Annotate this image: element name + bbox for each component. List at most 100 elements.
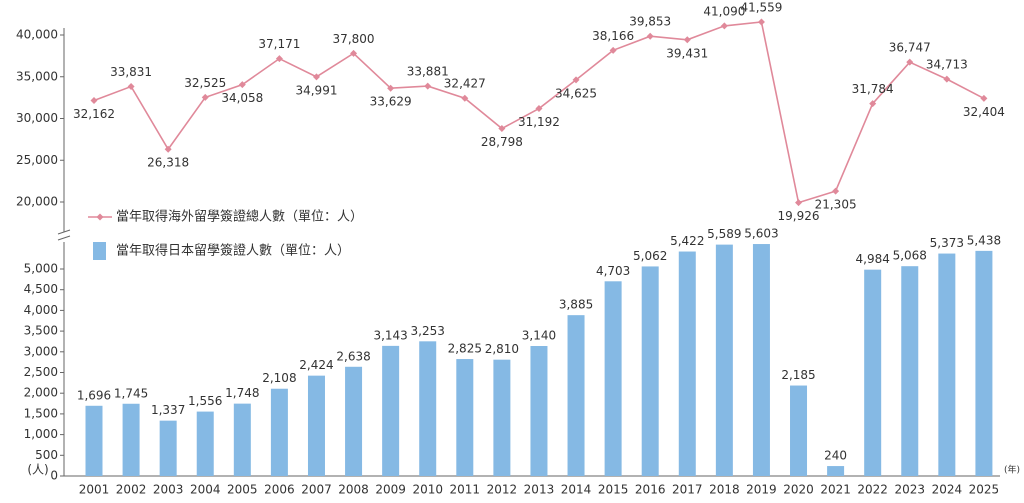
data-label: 32,162 [73, 107, 115, 121]
y-tick-label: 500 [35, 448, 58, 462]
data-label: 32,404 [963, 105, 1005, 119]
point [980, 94, 988, 102]
data-label: 37,171 [258, 37, 300, 51]
x-tick-label: 2003 [153, 483, 184, 497]
point [90, 96, 98, 104]
data-label: 2,424 [299, 358, 333, 372]
bar [864, 269, 882, 476]
bar [345, 366, 363, 476]
data-label: 2,638 [336, 349, 370, 363]
y-tick-label: 25,000 [16, 153, 58, 167]
legend-label: 當年取得海外留學簽證總人數（單位：人） [116, 209, 363, 225]
data-label: 5,068 [893, 249, 927, 263]
line [93, 21, 985, 204]
y-axis-label: (人) [27, 463, 48, 477]
data-label: 5,589 [707, 227, 741, 241]
bar [790, 385, 808, 476]
data-label: 2,185 [781, 368, 815, 382]
y-tick-label: 1,000 [24, 427, 58, 441]
data-label: 34,713 [926, 58, 968, 72]
x-tick-label: 2019 [746, 483, 777, 497]
data-label: 3,143 [373, 328, 407, 342]
data-label: 3,885 [559, 298, 593, 312]
data-label: 34,991 [295, 83, 337, 97]
point [275, 55, 283, 63]
y-tick-label: 4,500 [24, 282, 58, 296]
data-label: 21,305 [815, 198, 857, 212]
point [609, 46, 617, 54]
data-label: 36,747 [889, 41, 931, 55]
point [757, 18, 765, 26]
y-tick-label: 4,000 [24, 303, 58, 317]
bar [456, 359, 474, 476]
bar [382, 345, 400, 476]
bar [159, 420, 177, 476]
data-label: 2,825 [448, 342, 482, 356]
data-label: 1,337 [151, 403, 185, 417]
bar [122, 403, 140, 476]
x-axis-label: (年) [1004, 464, 1020, 476]
y-tick-label: 2,000 [24, 386, 58, 400]
point [535, 105, 543, 113]
data-label: 26,318 [147, 156, 189, 170]
point [312, 73, 320, 81]
data-label: 33,629 [370, 95, 412, 109]
data-label: 39,431 [666, 46, 708, 60]
bar [307, 375, 325, 476]
data-label: 32,525 [184, 76, 226, 90]
x-tick-label: 2002 [116, 483, 147, 497]
bar [641, 266, 659, 476]
data-label: 33,881 [407, 65, 449, 79]
y-tick-label: 1,500 [24, 406, 58, 420]
x-tick-label: 2007 [301, 483, 332, 497]
bar [196, 411, 214, 476]
bar [678, 251, 696, 476]
x-tick-label: 2014 [561, 483, 592, 497]
x-tick-label: 2023 [894, 483, 925, 497]
bar [938, 253, 956, 476]
x-tick-label: 2021 [820, 483, 851, 497]
data-label: 5,603 [744, 227, 778, 241]
data-label: 34,058 [221, 91, 263, 105]
x-tick-label: 2020 [783, 483, 814, 497]
y-tick-label: 35,000 [16, 69, 58, 83]
data-label: 1,696 [77, 388, 111, 402]
x-tick-label: 2006 [264, 483, 295, 497]
y-tick-label: 5,000 [24, 262, 58, 276]
point [461, 94, 469, 102]
x-tick-label: 2005 [227, 483, 258, 497]
x-tick-label: 2025 [969, 483, 1000, 497]
y-tick-label: 2,500 [24, 365, 58, 379]
bar [975, 250, 993, 476]
x-tick-label: 2010 [412, 483, 443, 497]
bar [493, 359, 511, 476]
x-tick-label: 2022 [857, 483, 888, 497]
data-label: 28,798 [481, 135, 523, 149]
bar [530, 346, 548, 476]
axis-break [57, 229, 71, 241]
legend-label: 當年取得日本留學簽證人數（單位：人） [116, 243, 350, 259]
y-tick-label: 30,000 [16, 111, 58, 125]
x-tick-label: 2024 [932, 483, 963, 497]
data-label: 5,373 [930, 236, 964, 250]
point [201, 93, 209, 101]
data-label: 31,192 [518, 115, 560, 129]
data-label: 34,625 [555, 86, 597, 100]
bar [270, 388, 288, 476]
bar [567, 315, 585, 476]
data-label: 1,748 [225, 386, 259, 400]
point [238, 81, 246, 89]
data-label: 32,427 [444, 77, 486, 91]
bar [827, 466, 845, 476]
point [720, 22, 728, 30]
x-tick-label: 2013 [524, 483, 555, 497]
point [572, 76, 580, 84]
y-tick-label: 3,500 [24, 324, 58, 338]
x-tick-label: 2018 [709, 483, 740, 497]
x-tick-label: 2008 [338, 483, 369, 497]
point [943, 75, 951, 83]
bar [901, 266, 919, 476]
data-label: 31,784 [852, 82, 894, 96]
legend-swatch [93, 242, 106, 260]
